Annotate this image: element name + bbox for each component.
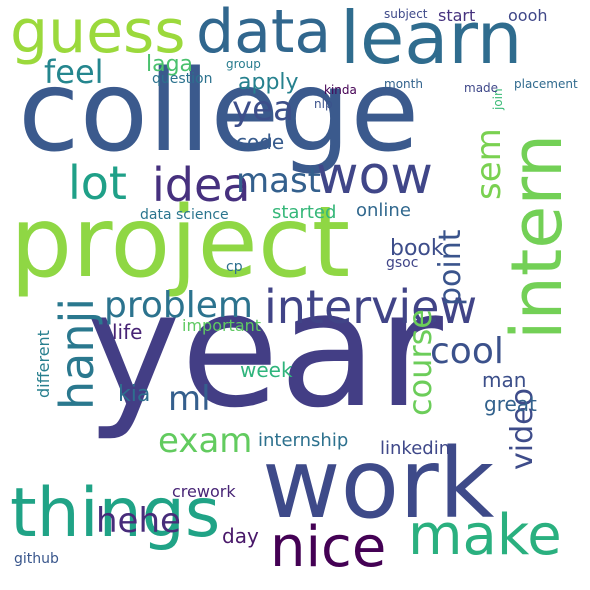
word-data-science: data science [140, 207, 229, 223]
word-kia: kia [118, 382, 151, 407]
word-cool: cool [430, 331, 504, 372]
word-placement: placement [514, 77, 578, 91]
word-started: started [272, 202, 337, 223]
word-apply: apply [238, 70, 299, 95]
word-sem: sem [469, 128, 509, 200]
word-different: different [34, 330, 53, 398]
word-idea: idea [152, 158, 251, 212]
word-made: made [464, 81, 499, 95]
word-ml: ml [168, 379, 211, 419]
word-internship: internship [258, 430, 349, 451]
word-linkedin: linkedin [380, 438, 451, 459]
word-interview: interview [264, 280, 478, 334]
word-feel: feel [44, 53, 104, 91]
word-group: group [226, 57, 261, 71]
word-life: life [112, 320, 143, 344]
word-make: make [408, 503, 562, 568]
word-hanji: hanji [50, 297, 104, 410]
word-project: project [10, 186, 351, 300]
word-yea: yea [232, 89, 294, 129]
word-important: important [182, 316, 262, 335]
word-week: week [240, 358, 293, 382]
word-intern: intern [496, 133, 578, 340]
word-work: work [262, 428, 495, 540]
word-gsoc: gsoc [386, 255, 419, 271]
word-book: book [390, 236, 444, 261]
word-cp: cp [226, 259, 243, 275]
word-oooh: oooh [508, 6, 548, 25]
word-crework: crework [172, 482, 236, 501]
word-code: code [236, 130, 285, 154]
word-nice: nice [270, 515, 387, 580]
word-question: question [152, 71, 213, 87]
word-year: year [86, 256, 443, 443]
word-course: course [401, 309, 439, 416]
word-month: month [384, 77, 423, 91]
word-man: man [482, 368, 527, 392]
word-lot: lot [68, 156, 127, 210]
word-start: start [438, 6, 476, 25]
word-data: data [196, 0, 332, 67]
word-guess: guess [10, 0, 186, 67]
word-subject: subject [384, 7, 428, 21]
word-things: things [10, 474, 221, 553]
word-great: great [484, 392, 537, 416]
word-day: day [222, 524, 259, 548]
word-nlp: nlp [314, 97, 333, 111]
word-exam: exam [158, 421, 253, 461]
word-kinda: kinda [324, 83, 357, 97]
word-college: college [18, 47, 420, 177]
word-online: online [356, 200, 411, 221]
word-mast: mast [236, 161, 321, 201]
word-problem: problem [104, 285, 253, 326]
word-wow: wow [316, 146, 433, 206]
word-github: github [14, 551, 59, 567]
word-learn: learn [340, 0, 523, 80]
word-hehe: hehe [96, 501, 181, 541]
word-laga: laga [146, 52, 194, 77]
